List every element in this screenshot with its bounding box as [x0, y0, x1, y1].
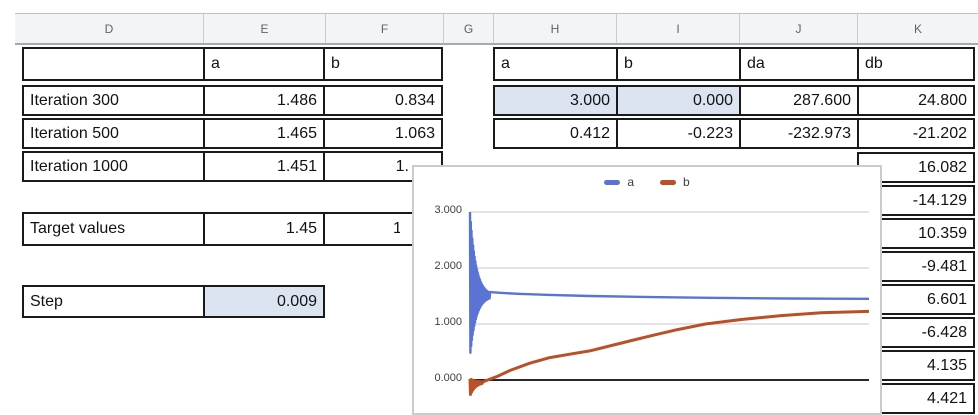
cell-da[interactable]: 287.600 — [739, 87, 857, 114]
embedded-line-chart[interactable]: a b 3.000 2.000 1.000 0.000 — [412, 165, 882, 415]
cell-db[interactable]: 24.800 — [857, 87, 973, 114]
table-row-iteration-500: Iteration 500 1.465 1.063 — [22, 118, 443, 149]
table-row-iteration-300: Iteration 300 1.486 0.834 — [22, 85, 443, 116]
series-b-swatch-icon — [660, 179, 676, 185]
column-header-E[interactable]: E — [203, 14, 325, 43]
cell-db[interactable]: -14.129 — [912, 191, 967, 209]
cell-b[interactable]: -0.223 — [616, 120, 739, 147]
row-label-cell[interactable]: Target values — [30, 220, 126, 237]
column-header-D[interactable]: D — [104, 21, 114, 36]
spreadsheet-page: { "sheet": { "column_headers": ["D","E",… — [15, 13, 978, 415]
y-axis-tick-label: 2.000 — [434, 260, 462, 272]
cell-da[interactable]: -232.973 — [739, 120, 857, 147]
cell-db[interactable]: -21.202 — [857, 120, 973, 147]
value-cell-b[interactable]: 1.063 — [323, 120, 441, 147]
right-table-row-1: 3.000 0.000 287.600 24.800 — [493, 85, 975, 116]
chart-plot-area — [468, 211, 870, 396]
row-label-cell[interactable]: Iteration 1000 — [30, 157, 128, 175]
legend-label-b: b — [683, 175, 690, 189]
step-value-cell[interactable]: 0.009 — [203, 287, 323, 316]
series-a-swatch-icon — [604, 179, 621, 185]
left-table-header-row: a b — [22, 47, 443, 81]
value-cell-a[interactable]: 1.451 — [203, 153, 323, 180]
cell-db[interactable]: 10.359 — [918, 224, 967, 242]
column-header-I[interactable]: I — [616, 14, 739, 43]
value-cell-b-hidden[interactable] — [323, 214, 441, 244]
legend-item-a[interactable]: a — [604, 175, 634, 189]
cell-a[interactable]: 0.412 — [569, 124, 610, 142]
legend-item-b[interactable]: b — [660, 175, 690, 189]
row-label-cell[interactable]: Iteration 500 — [30, 124, 119, 142]
value-cell-b[interactable]: 0.834 — [323, 87, 441, 114]
right-table-header-row: a b da db — [493, 47, 975, 81]
column-header-F[interactable]: F — [325, 14, 443, 43]
row-label-cell[interactable]: Iteration 300 — [30, 91, 119, 109]
series-line-b — [468, 309, 870, 396]
right-header-da-cell[interactable]: da — [739, 49, 857, 79]
y-axis-tick-label: 1.000 — [434, 316, 462, 328]
column-header-J[interactable]: J — [739, 14, 857, 43]
cell-db[interactable]: 16.082 — [918, 158, 967, 176]
left-header-b-cell[interactable]: b — [323, 49, 441, 79]
chart-legend: a b — [414, 175, 880, 189]
left-header-blank-cell[interactable] — [24, 49, 203, 79]
right-header-b-cell[interactable]: b — [616, 49, 739, 79]
series-line-a — [468, 211, 870, 355]
value-cell-a[interactable]: 1.465 — [203, 120, 323, 147]
y-axis-tick-label: 3.000 — [434, 204, 462, 216]
column-header-strip: D E F G H I J K — [15, 13, 978, 45]
cell-db[interactable]: -9.481 — [921, 257, 967, 275]
clipped-digit-fragment: 1 — [393, 220, 400, 237]
cell-b-start[interactable]: 0.000 — [616, 87, 739, 114]
column-header-G[interactable]: G — [443, 14, 493, 43]
right-header-db-cell[interactable]: db — [857, 49, 973, 79]
table-row-target-values: Target values 1.45 — [22, 212, 443, 246]
column-header-K[interactable]: K — [857, 14, 978, 43]
cell-db[interactable]: -6.428 — [921, 323, 967, 341]
cell-db[interactable]: 6.601 — [926, 290, 967, 308]
row-label-cell[interactable]: Step — [30, 292, 63, 310]
value-cell-a[interactable]: 1.45 — [203, 214, 323, 244]
right-header-a-cell[interactable]: a — [501, 55, 510, 72]
legend-label-a: a — [627, 175, 634, 189]
value-cell-a[interactable]: 1.486 — [203, 87, 323, 114]
right-table-row-2: 0.412 -0.223 -232.973 -21.202 — [493, 118, 975, 149]
cell-db[interactable]: 4.135 — [926, 356, 967, 374]
table-row-step: Step 0.009 — [22, 285, 325, 318]
cell-a-start[interactable]: 3.000 — [495, 87, 616, 114]
y-axis-tick-label: 0.000 — [434, 372, 462, 384]
column-header-H[interactable]: H — [493, 14, 616, 43]
table-row-iteration-1000: Iteration 1000 1.451 1. — [22, 151, 443, 182]
left-header-a-cell[interactable]: a — [203, 49, 323, 79]
value-cell-b-clipped[interactable]: 1. — [323, 153, 441, 180]
